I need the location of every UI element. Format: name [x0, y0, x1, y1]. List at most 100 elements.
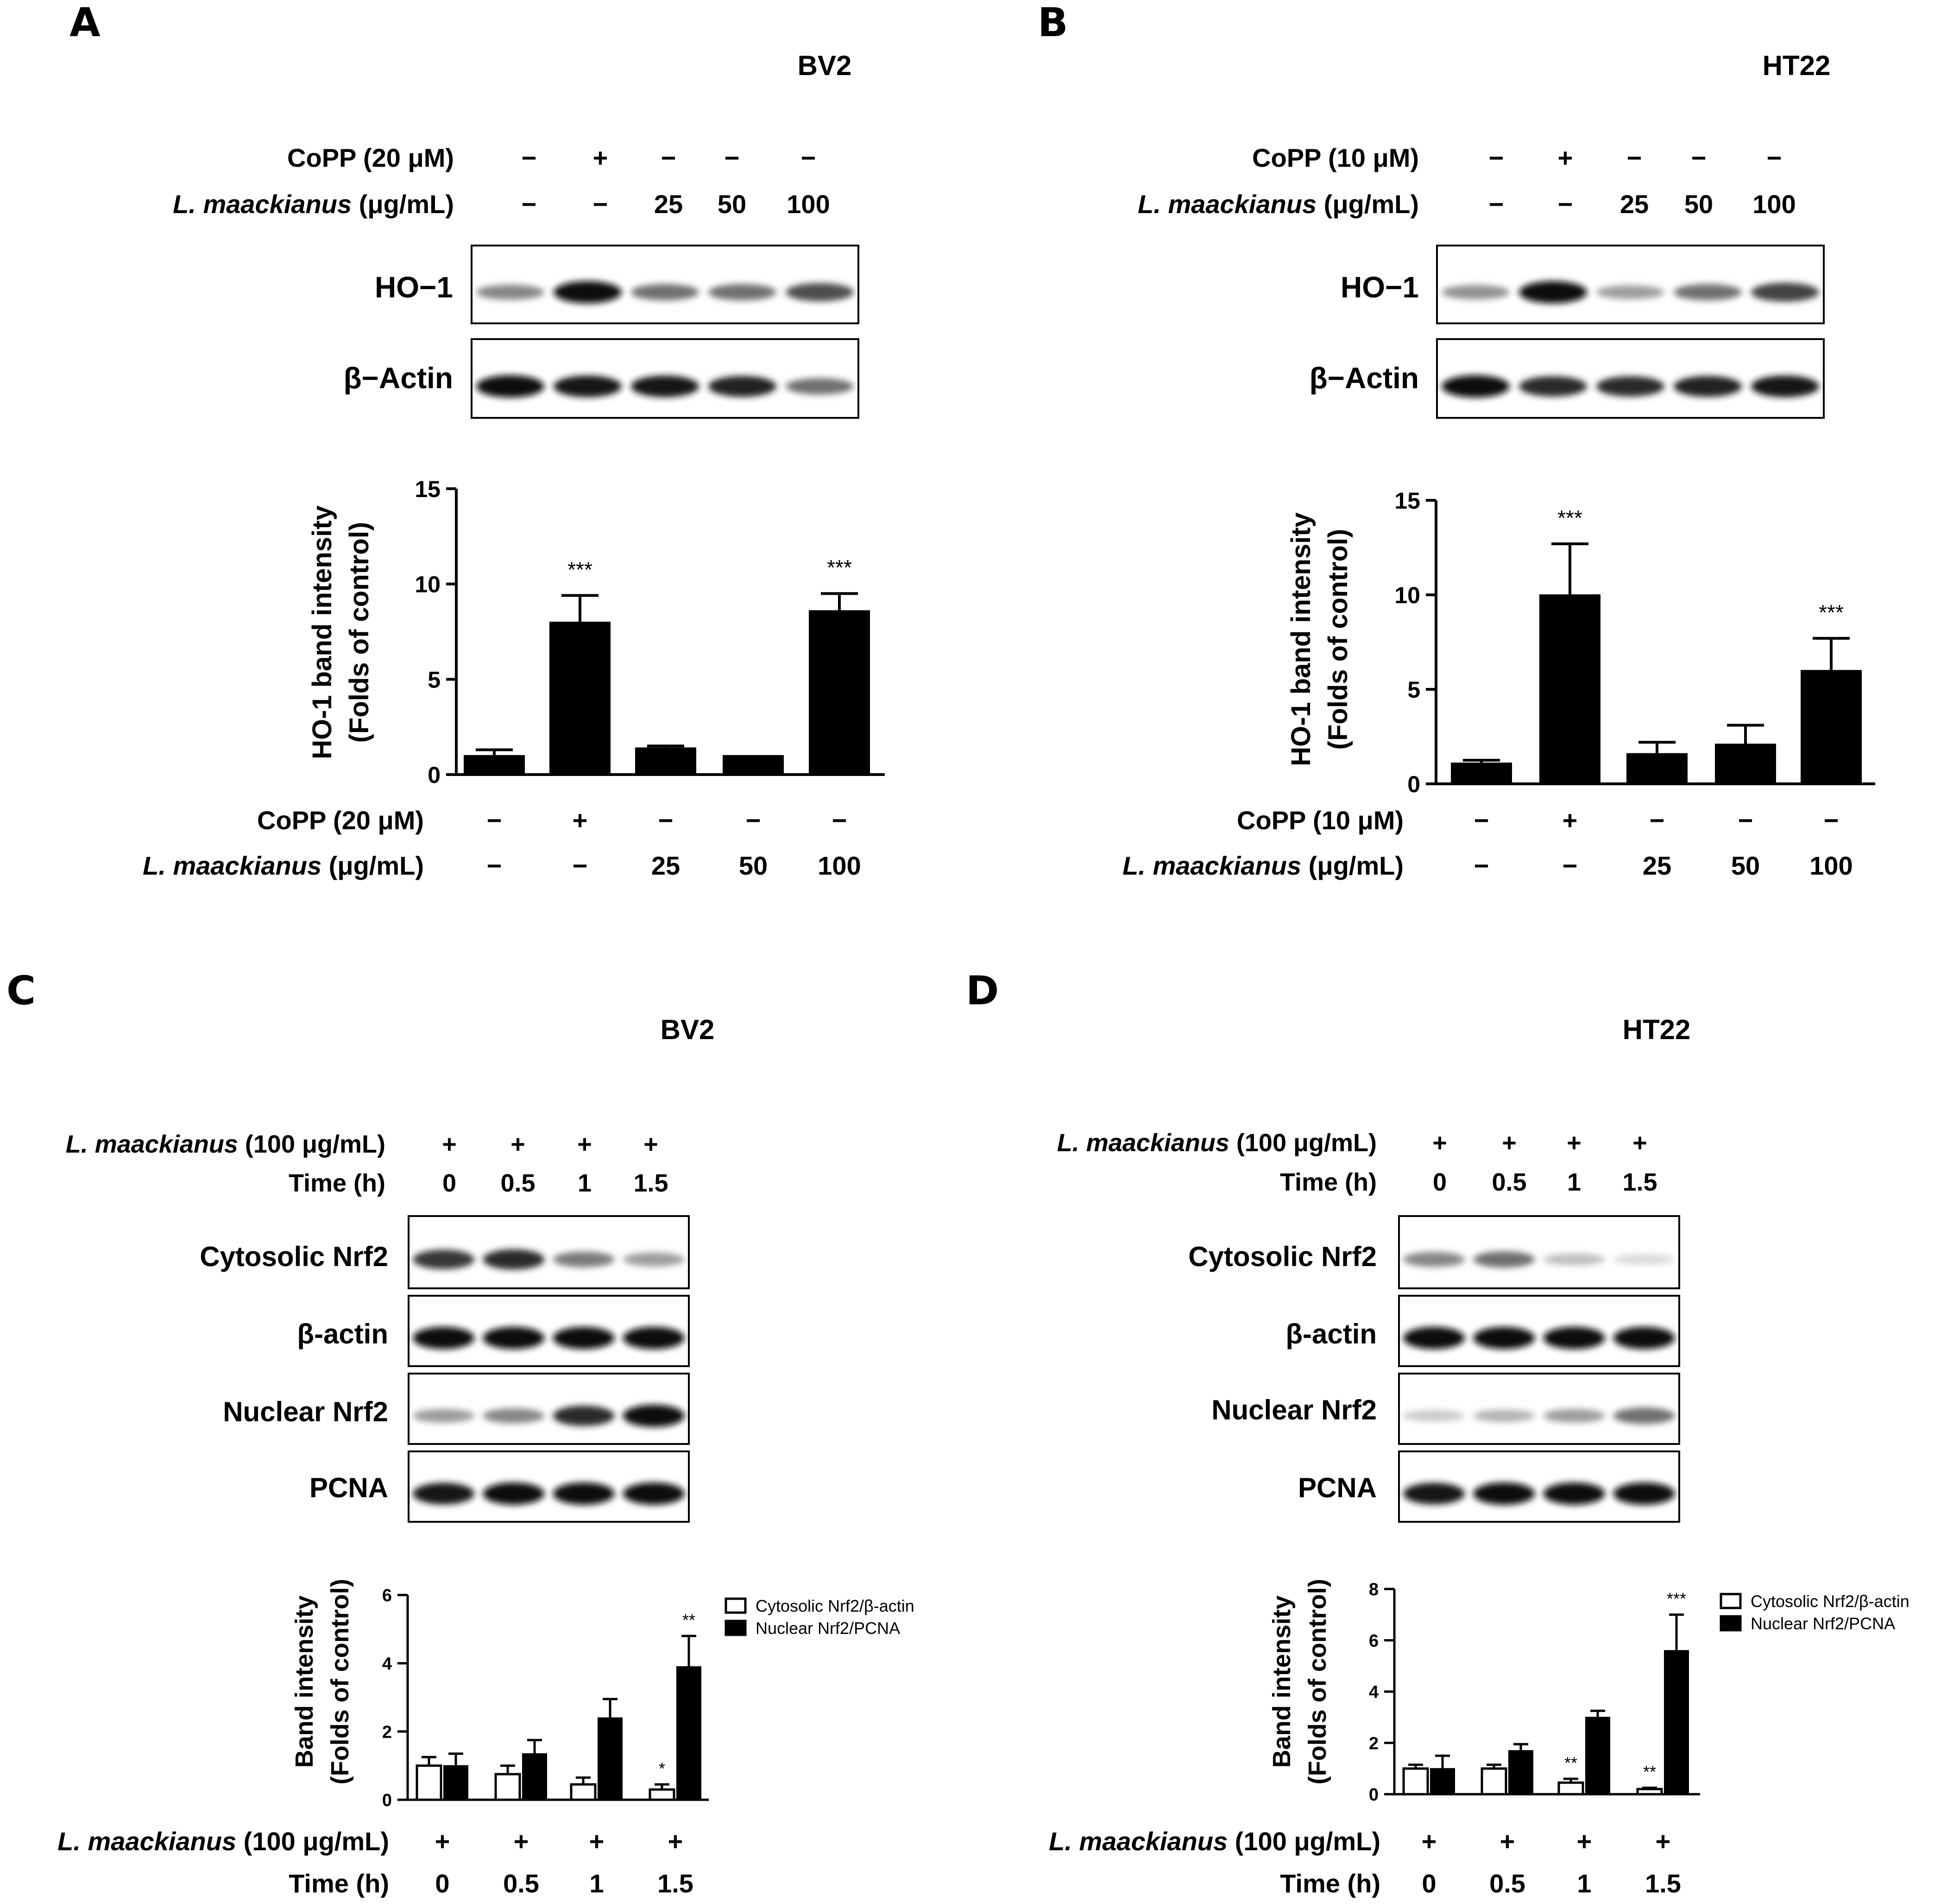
condition-label: L. maackianus (μg/mL) — [1122, 851, 1404, 880]
lane-value: + — [643, 1130, 658, 1158]
lane-value: + — [435, 1827, 450, 1856]
blot-band — [553, 1482, 615, 1505]
blot-band — [483, 1408, 545, 1424]
blot-lanes-beta-actin — [476, 375, 854, 397]
lane-value: − — [1627, 143, 1642, 172]
bar — [635, 747, 696, 775]
condition-label: CoPP (20 μM) — [287, 143, 454, 172]
blot-lanes-beta-actin — [1442, 375, 1819, 397]
axis-row-c-0: L. maackianus (100 μg/mL) + + + + — [57, 1827, 683, 1856]
bar — [1539, 594, 1600, 784]
blot-band — [413, 1327, 475, 1349]
lane-value: + — [442, 1130, 457, 1158]
lane-value: + — [1502, 1129, 1517, 1157]
lane-value: 0 — [1422, 1869, 1436, 1898]
legend-swatch — [1720, 1593, 1742, 1609]
condition-label-italic: L. maackianus — [1122, 851, 1301, 880]
condition-label: L. maackianus (μg/mL) — [1138, 189, 1419, 219]
lane-value: − — [1474, 806, 1489, 835]
blot-row-header-a-0: CoPP (20 μM) − + − − − — [287, 143, 816, 172]
blot-band — [786, 283, 854, 302]
lane-value: + — [510, 1130, 525, 1158]
lane-value: + — [1558, 143, 1573, 172]
lane-value: 1 — [1577, 1869, 1591, 1898]
lane-value: + — [514, 1827, 529, 1856]
lane-value: 1 — [589, 1869, 604, 1898]
blot-band — [1674, 284, 1742, 301]
lane-value: 0 — [435, 1869, 449, 1898]
cell-line-label-a: BV2 — [798, 50, 852, 81]
lane-value: − — [1558, 189, 1573, 219]
lane-value: − — [1474, 851, 1489, 880]
bar — [1585, 1716, 1610, 1795]
condition-label-italic: L. maackianus — [173, 189, 352, 219]
blot-lanes-ho1 — [476, 281, 854, 303]
band-label-pcna: PCNA — [1298, 1472, 1377, 1503]
blot-band — [1596, 376, 1664, 397]
blot-band — [553, 1327, 615, 1349]
condition-label: L. maackianus (100 μg/mL) — [1049, 1827, 1380, 1856]
condition-label-italic: L. maackianus — [1049, 1827, 1228, 1856]
bar — [549, 621, 611, 775]
significance-marker: *** — [1667, 1589, 1686, 1608]
lane-value: + — [668, 1827, 683, 1856]
lane-value: + — [589, 1827, 605, 1856]
y-axis-label-line2: (Folds of control) — [1304, 1579, 1331, 1784]
blot-row-header-c-0: L. maackianus (100 μg/mL) + + + + — [66, 1130, 658, 1158]
panel-letter-c: C — [6, 968, 36, 1014]
condition-label: Time (h) — [289, 1869, 389, 1898]
blot-band — [1519, 376, 1587, 397]
condition-label-text: Time (h) — [1280, 1869, 1380, 1898]
blot-band — [1543, 1482, 1605, 1505]
blot-lanes-ho1 — [1442, 281, 1819, 303]
panel-c: C BV2 L. maackianus (100 μg/mL) + + + + … — [6, 968, 914, 1898]
blot-band — [476, 284, 544, 300]
lane-value: − — [1691, 143, 1707, 172]
y-tick-label: 5 — [428, 667, 441, 693]
bar — [1715, 744, 1776, 784]
lane-value: + — [1432, 1129, 1447, 1157]
axis-row-a-0: CoPP (20 μM) − + − − − — [257, 806, 847, 835]
legend-label: Cytosolic Nrf2/β-actin — [756, 1596, 914, 1615]
band-label-beta-actin: β−Actin — [344, 361, 453, 395]
lane-value: − — [801, 143, 816, 172]
legend-label: Nuclear Nrf2/PCNA — [1751, 1614, 1895, 1633]
panel-letter-b: B — [1038, 0, 1068, 46]
condition-label: L. maackianus (100 μg/mL) — [66, 1130, 385, 1158]
lane-value: 1 — [1567, 1168, 1581, 1196]
bar — [676, 1666, 701, 1800]
axis-row-b-1: L. maackianus (μg/mL) − − 25 50 100 — [1122, 851, 1853, 880]
blot-band — [631, 375, 699, 397]
bar — [598, 1717, 623, 1800]
y-tick-label: 4 — [382, 1654, 392, 1674]
lane-value: 1 — [578, 1169, 592, 1197]
condition-label: CoPP (10 μM) — [1237, 806, 1404, 835]
y-tick-label: 0 — [382, 1791, 392, 1810]
blot-band — [1543, 1253, 1605, 1266]
blot-band — [1751, 375, 1819, 397]
lane-value: − — [487, 851, 502, 880]
blot-band — [631, 284, 699, 301]
panel-b: B HT22 CoPP (10 μM) − + − − − L. maackia… — [1038, 0, 1875, 880]
lane-value: 0.5 — [1489, 1869, 1525, 1898]
axis-row-c-1: Time (h) 0 0.5 1 1.5 — [289, 1869, 693, 1898]
condition-label-text: (μg/mL) — [1317, 189, 1419, 219]
axis-row-d-1: Time (h) 0 0.5 1 1.5 — [1280, 1869, 1681, 1898]
lane-value: 50 — [1684, 189, 1713, 219]
condition-label-text: (100 μg/mL) — [1228, 1827, 1380, 1856]
bar — [494, 1773, 521, 1801]
blot-band — [1473, 1251, 1535, 1268]
lane-value: 25 — [1643, 851, 1671, 880]
lane-value: 50 — [1731, 851, 1760, 880]
lane-value: − — [522, 189, 537, 219]
significance-marker: ** — [682, 1610, 695, 1629]
axis-row-b-0: CoPP (10 μM) − + − − − — [1237, 806, 1839, 835]
blot-band — [554, 281, 622, 303]
blot-band — [1403, 1252, 1465, 1267]
condition-label-text: CoPP (20 μM) — [257, 806, 424, 835]
condition-label-italic: L. maackianus — [143, 851, 321, 880]
lane-value: 100 — [1752, 189, 1796, 219]
y-axis-label-line2: (Folds of control) — [1323, 529, 1353, 750]
